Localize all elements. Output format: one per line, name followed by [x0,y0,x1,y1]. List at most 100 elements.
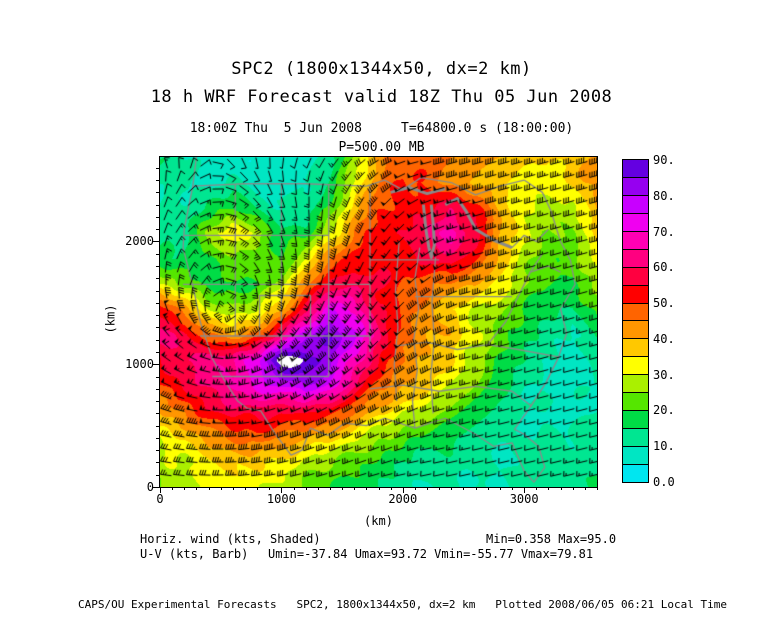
colorbar-segment [623,177,648,196]
colorbar-segment [623,429,648,447]
x-minor-tick [232,487,234,490]
colorbar-tick-label: 50. [653,296,675,311]
y-tick-label: 1000 [125,357,154,372]
plot-title-line2: 18 h WRF Forecast valid 18Z Thu 05 Jun 2… [150,87,613,107]
x-minor-tick [354,487,356,490]
colorbar-tick-label: 10. [653,439,675,454]
x-tick-label: 0 [156,492,164,506]
plot-subtitle-time: 18:00Z Thu 5 Jun 2008 T=64800.0 s (18:00… [189,121,574,136]
y-minor-tick [156,327,159,329]
x-minor-tick [172,487,174,490]
colorbar-segment [623,195,648,214]
x-axis-label: (km) [364,514,393,528]
y-minor-tick [156,315,159,317]
x-minor-tick [208,487,210,490]
y-minor-tick [156,290,159,292]
wind-map-frame [153,156,598,493]
x-minor-tick [305,487,307,490]
plot-subtitle-pressure: P=500.00 MB [338,140,425,155]
y-tick-label: 0 [146,480,154,494]
colorbar-segment [623,339,648,358]
y-axis-label: (km) [103,304,118,334]
y-tick-label: 2000 [125,234,154,249]
x-major-tick [402,487,404,493]
colorbar-segment [623,321,648,340]
y-minor-tick [156,253,159,255]
plot-title-line1: SPC2 (1800x1344x50, dx=2 km) [231,59,532,79]
colorbar-segment [623,447,648,465]
x-major-tick [281,487,283,493]
y-minor-tick [156,425,159,427]
y-minor-tick [156,192,159,194]
x-minor-tick [427,487,429,490]
y-minor-tick [156,180,159,182]
shaded-field-label: Horiz. wind (kts, Shaded) [140,532,321,546]
colorbar-segment [623,464,648,482]
wind-map-canvas [160,157,597,487]
x-major-tick [524,487,526,493]
x-minor-tick [196,487,198,490]
y-minor-tick [156,474,159,476]
y-minor-tick [156,376,159,378]
y-minor-tick [156,167,159,169]
x-minor-tick [220,487,222,490]
x-minor-tick [317,487,319,490]
colorbar-segment [623,411,648,430]
x-minor-tick [512,487,514,490]
y-minor-tick [156,302,159,304]
colorbar-tick-label: 70. [653,224,675,239]
colorbar-tick-label: 30. [653,367,675,382]
y-minor-tick [156,204,159,206]
y-minor-tick [156,278,159,280]
barb-field-label: U-V (kts, Barb) [140,547,249,561]
x-minor-tick [390,487,392,490]
y-minor-tick [156,266,159,268]
colorbar-tick-label: 60. [653,260,675,275]
colorbar-segment [623,303,648,322]
x-minor-tick [572,487,574,490]
x-minor-tick [414,487,416,490]
x-tick-label: 2000 [388,492,418,506]
colorbar-tick-label: 0.0 [653,475,675,489]
colorbar [622,159,649,483]
x-minor-tick [366,487,368,490]
y-major-tick [153,487,159,488]
x-minor-tick [244,487,246,490]
x-minor-tick [548,487,550,490]
x-major-tick [160,487,161,493]
colorbar-tick-label: 20. [653,403,675,418]
colorbar-segment [623,285,648,304]
x-minor-tick [584,487,586,490]
colorbar-segment [623,357,648,376]
x-minor-tick [451,487,453,490]
x-minor-tick [475,487,477,490]
x-minor-tick [499,487,501,490]
x-minor-tick [269,487,271,490]
colorbar-segment [623,231,648,250]
barb-field-stats: Umin=-37.84 Umax=93.72 Vmin=-55.77 Vmax=… [268,547,594,561]
y-minor-tick [156,388,159,390]
y-minor-tick [156,437,159,439]
x-tick-label: 3000 [509,492,539,506]
y-minor-tick [156,413,159,415]
y-minor-tick [156,450,159,452]
colorbar-segment [623,267,648,286]
colorbar-segment [623,213,648,232]
x-minor-tick [439,487,441,490]
y-minor-tick [156,401,159,403]
x-minor-tick [257,487,259,490]
y-minor-tick [156,351,159,353]
colorbar-tick-label: 90. [653,153,675,167]
x-minor-tick [184,487,186,490]
colorbar-segment [623,375,648,394]
y-major-tick [153,364,159,366]
colorbar-tick-label: 80. [653,188,675,203]
x-tick-label: 1000 [266,492,296,506]
y-major-tick [153,241,159,243]
y-minor-tick [156,229,159,231]
x-minor-tick [487,487,489,490]
y-minor-tick [156,216,159,218]
x-minor-tick [560,487,562,490]
y-minor-tick [156,462,159,464]
